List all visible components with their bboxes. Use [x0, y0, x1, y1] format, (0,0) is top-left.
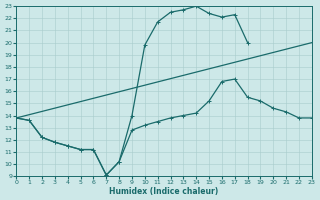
X-axis label: Humidex (Indice chaleur): Humidex (Indice chaleur) — [109, 187, 219, 196]
